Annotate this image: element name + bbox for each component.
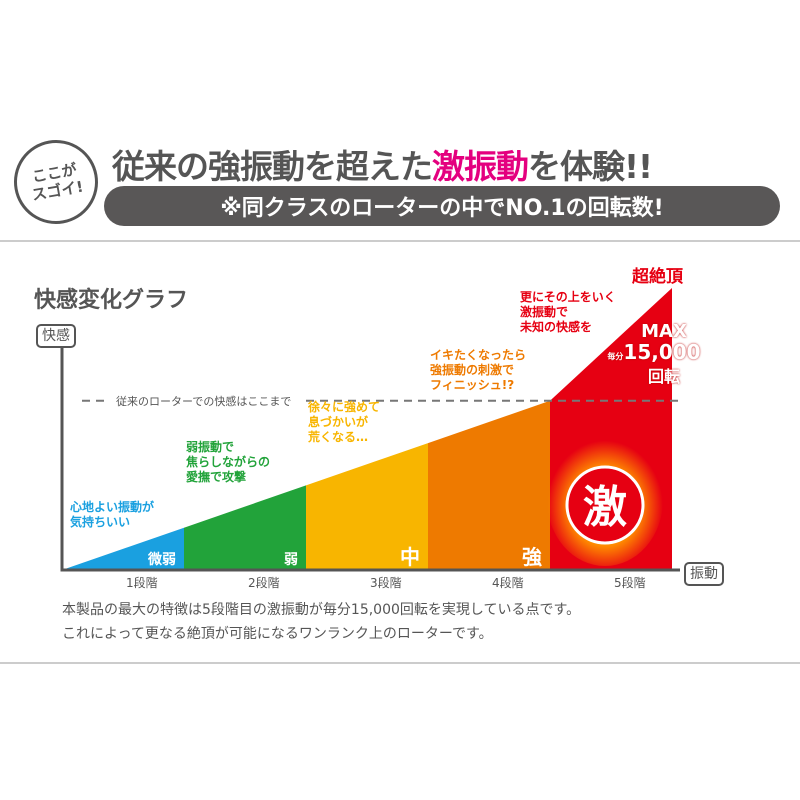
max-label: MAX 毎分15,000 回転 [604,322,704,387]
area-stage-4 [428,400,550,570]
x-tick-label: 5段階 [614,576,646,590]
headline-highlight: 激振動 [432,147,529,186]
x-tick-label: 1段階 [126,576,158,590]
peak-label: 超絶頂 [632,267,683,287]
description: 本製品の最大の特徴は5段階目の激振動が毎分15,000回転を実現している点です。… [62,598,580,646]
y-axis-label: 快感 [36,324,76,348]
description-line: 本製品の最大の特徴は5段階目の激振動が毎分15,000回転を実現している点です。 [62,602,581,618]
chart: 従来のローターでの快感はここまで 微弱 弱 中 強 激 [60,288,680,572]
stage-label: 微弱 [147,551,176,568]
x-axis-label: 振動 [684,562,724,586]
max-top: MAX [641,321,687,342]
stage-annotation: 弱振動で 焦らしながらの 愛撫で攻撃 [186,440,271,484]
stage-label: 激 [583,482,627,533]
stage-label: 強 [522,545,542,569]
area-stage-2 [184,485,306,570]
x-tick-label: 3段階 [370,576,402,590]
headline-pre: 従来の強振動を超えた [112,147,433,186]
area-stage-3 [306,443,428,570]
subheadline: ※同クラスのローターの中でNO.1の回転数! [220,196,664,221]
reference-label: 従来のローターでの快感はここまで [116,395,291,408]
max-prefix: 毎分 [607,352,624,361]
axes [60,330,680,572]
stage-annotation: 徐々に強めて 息づかいが 荒くなる… [308,400,381,444]
max-unit: 回転 [647,367,680,386]
divider [0,662,800,664]
headline: 従来の強振動を超えた激振動を体験!! [112,140,653,188]
divider [0,240,800,242]
stage-annotation: イキたくなったら 強振動の刺激で フィニッシュ!? [430,348,527,392]
stage-label: 中 [400,545,420,569]
fire-circle [565,465,645,545]
max-value: 15,000 [623,340,701,364]
stage-annotation: 更にその上をいく 激振動で 未知の快感を [520,290,616,334]
subheadline-bar: ※同クラスのローターの中でNO.1の回転数! [104,186,780,226]
x-tick-label: 2段階 [248,576,280,590]
badge: ここが スゴイ! [7,133,105,231]
stage-annotation: 心地よい振動が 気持ちいい [70,500,155,529]
chart-title: 快感変化グラフ [34,288,189,313]
reference-label-bg [110,392,306,409]
x-tick-label: 4段階 [492,576,524,590]
description-line: これによって更なる絶頂が可能になるワンランク上のローターです。 [62,626,493,642]
headline-post: を体験!! [528,147,653,186]
stage-label: 弱 [284,552,298,568]
